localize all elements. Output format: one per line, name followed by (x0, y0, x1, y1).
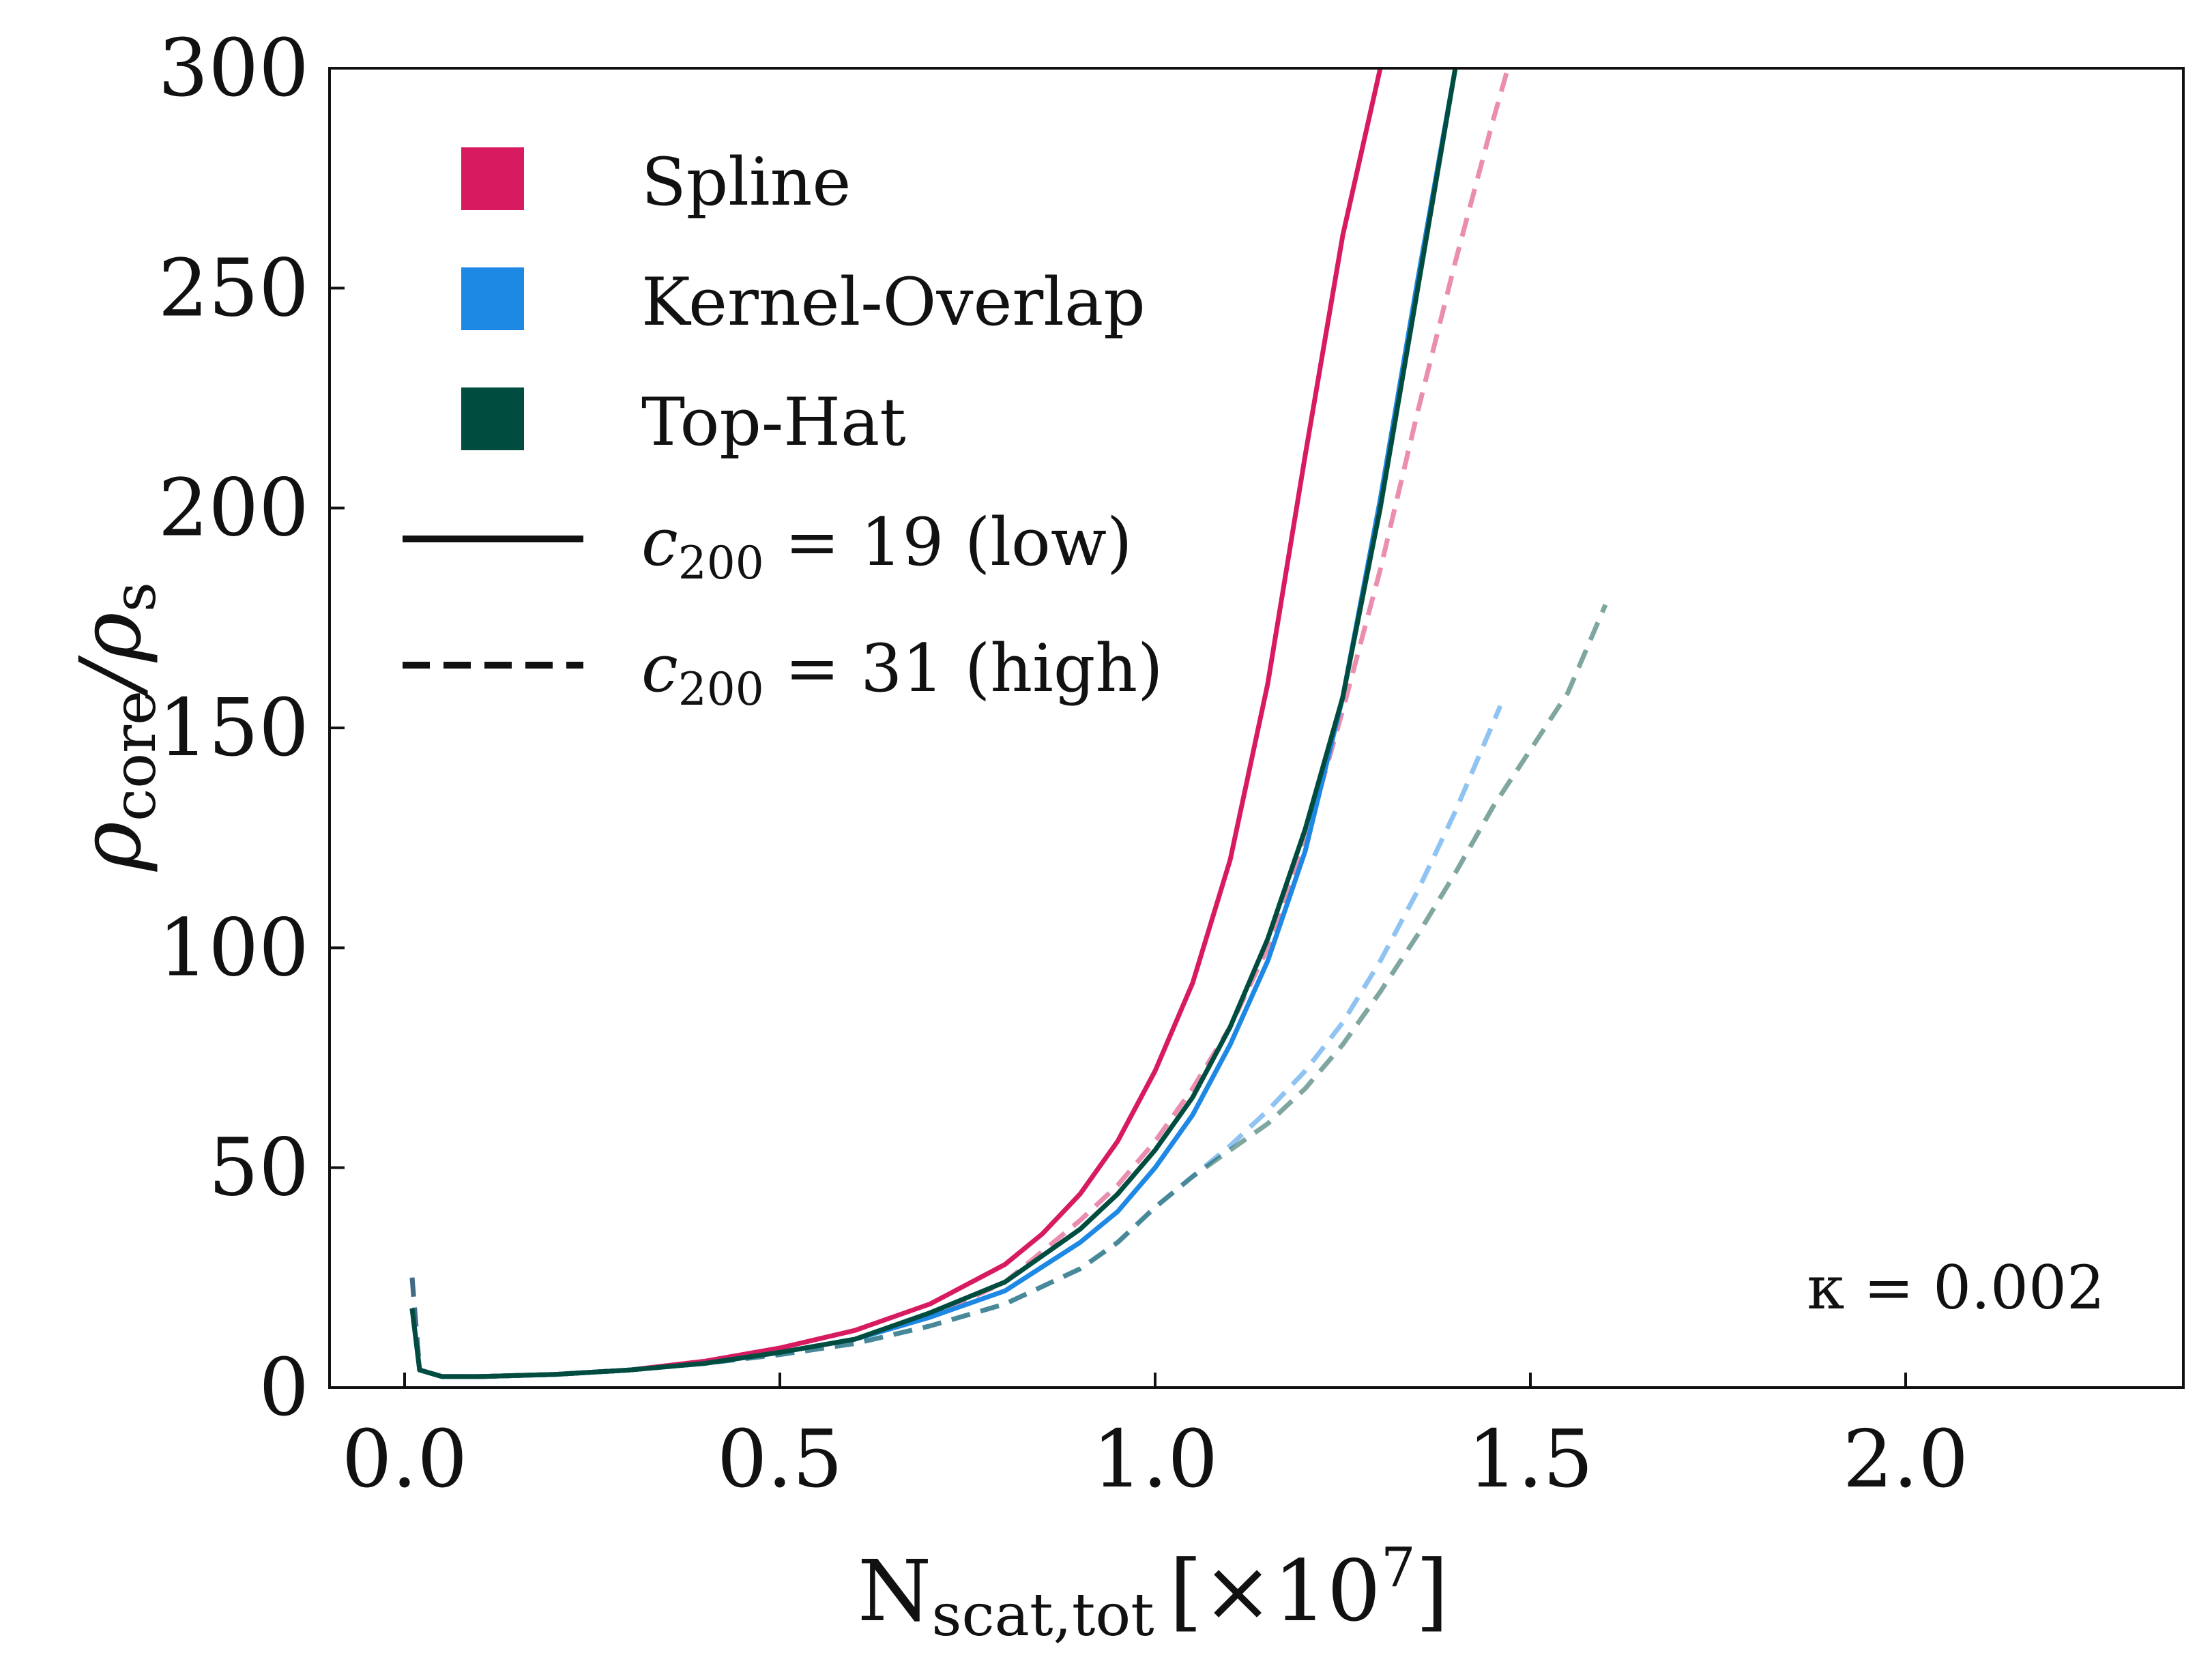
y-axis-label-den-sub: s (101, 582, 169, 612)
y-axis-label-den: /ρ (62, 612, 160, 697)
legend-swatch-top-hat (461, 387, 524, 450)
x-axis-label-unit: [×10 (1169, 1542, 1381, 1641)
x-tick-label: 0.0 (342, 1413, 467, 1506)
legend-swatch-spline (461, 147, 524, 210)
legend-label-low: c200 = 19 (low) (641, 504, 1132, 589)
y-tick-label: 200 (158, 463, 309, 555)
legend-label-kernel-overlap: Kernel-Overlap (641, 264, 1146, 340)
legend-swatch-kernel-overlap (461, 267, 524, 330)
legend: Spline Kernel-Overlap Top-Hat c200 = 19 … (403, 144, 1163, 716)
y-tick-label: 300 (158, 23, 309, 115)
legend-label-low-sub: 200 (678, 537, 764, 589)
x-axis-label-close: ] (1416, 1542, 1449, 1641)
kappa-annotation: κ = 0.002 (1807, 1252, 2105, 1323)
legend-label-top-hat: Top-Hat (641, 384, 906, 460)
y-tick-label: 50 (208, 1122, 309, 1214)
legend-label-high: c200 = 31 (high) (641, 630, 1163, 716)
legend-label-low-prefix: c (641, 504, 678, 581)
legend-label-high-suffix: = 31 (high) (764, 630, 1163, 707)
y-tick-label: 100 (158, 902, 309, 994)
legend-label-low-suffix: = 19 (low) (764, 504, 1133, 581)
series-line-top-hat-solid (409, 68, 1458, 1379)
ticks-layer: 0.0 0.5 1.0 1.5 2.0 0 50 100 150 200 250 300 (158, 23, 1969, 1506)
y-axis-label: ρcore/ρs (62, 582, 169, 873)
x-tick-label: 2.0 (1843, 1413, 1968, 1506)
legend-label-high-prefix: c (641, 630, 678, 707)
x-axis-label-exp: 7 (1381, 1536, 1416, 1599)
x-axis-label-main: N (858, 1542, 932, 1641)
legend-label-high-sub: 200 (678, 663, 764, 716)
y-tick-label: 150 (158, 682, 309, 774)
x-axis-label: Nscat,tot [×107] (858, 1536, 1449, 1650)
y-axis-label-num-sub: core (101, 690, 169, 821)
legend-label-spline: Spline (641, 144, 851, 220)
x-tick-label: 1.0 (1092, 1413, 1218, 1506)
x-tick-label: 1.5 (1468, 1413, 1593, 1506)
x-tick-label: 0.5 (717, 1413, 843, 1506)
y-tick-label: 0 (259, 1342, 309, 1434)
y-tick-label: 250 (158, 242, 309, 334)
series-layer (409, 68, 1608, 1379)
y-axis-label-num: ρ (62, 821, 160, 873)
x-axis-label-sub: scat,tot (931, 1581, 1154, 1650)
